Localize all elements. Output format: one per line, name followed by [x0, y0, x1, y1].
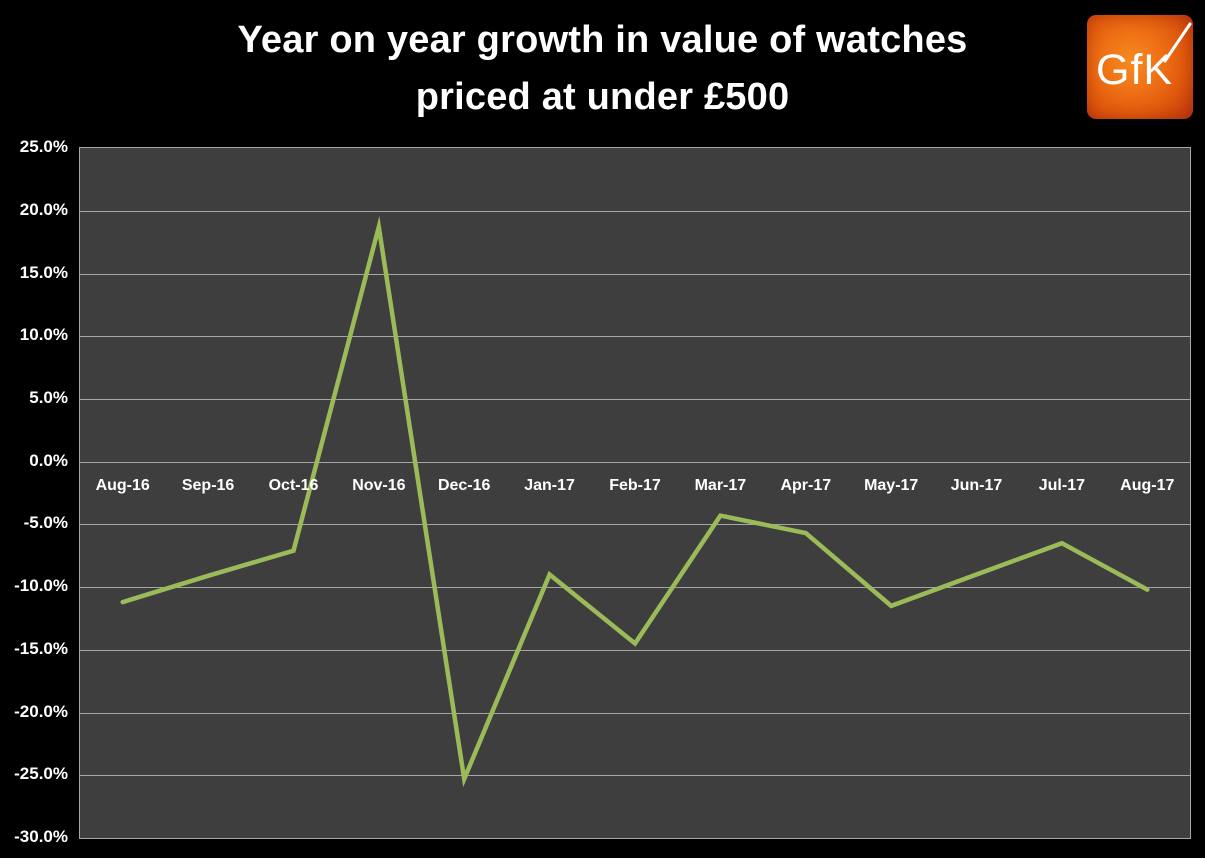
y-axis: 25.0% 20.0% 15.0% 10.0% 5.0% 0.0% -5.0% -10.0% -…: [0, 0, 73, 858]
y-tick-label: -5.0%: [23, 513, 68, 533]
x-axis: Aug-16 Sep-16 Oct-16 Nov-16 Dec-16 Jan-17 Feb-…: [80, 476, 1190, 498]
x-tick-label: Jun-17: [950, 476, 1003, 494]
gridline: [80, 273, 1190, 275]
x-tick-label: Dec-16: [437, 476, 491, 494]
y-tick-label: 25.0%: [19, 137, 68, 156]
y-tick-label: -30.0%: [14, 827, 68, 846]
x-tick-label: Feb-17: [609, 476, 661, 494]
growth-line-chart: [120, 215, 1150, 788]
x-tick-label: Aug-16: [95, 476, 150, 494]
x-tick-label: Oct-16: [268, 476, 319, 494]
series-line: [120, 215, 1150, 788]
y-tick-label: -20.0%: [14, 701, 68, 721]
chart-title: Year on year growth in value of watches …: [0, 12, 1205, 126]
x-tick-label: Mar-17: [694, 476, 747, 494]
x-tick-label: Sep-16: [181, 476, 235, 494]
gridline: [80, 461, 1190, 463]
gridline: [80, 398, 1190, 400]
x-tick-label: May-17: [864, 476, 919, 494]
x-tick-label: Nov-16: [352, 476, 406, 494]
gfk-logo: GfK: [1087, 15, 1193, 119]
x-tick-label: Apr-17: [780, 476, 832, 494]
y-tick-label: 10.0%: [19, 325, 68, 345]
x-tick-label: Jul-17: [1038, 476, 1085, 494]
x-tick-label: Aug-17: [1120, 476, 1175, 494]
y-tick-label: 5.0%: [29, 387, 68, 407]
y-tick-label: 0.0%: [29, 450, 68, 470]
gfk-logo-text: GfK: [1096, 46, 1174, 94]
chart-title-line-2: priced at under £500: [415, 76, 790, 118]
y-tick-label: 15.0%: [19, 262, 68, 282]
gridline: [80, 336, 1190, 338]
x-tick-label: Jan-17: [524, 476, 575, 494]
gridline: [80, 775, 1190, 777]
gridline: [80, 587, 1190, 589]
y-tick-label: -25.0%: [14, 764, 68, 784]
gridline: [80, 524, 1190, 526]
gridline: [80, 649, 1190, 651]
plot-area: Aug-16 Sep-16 Oct-16 Nov-16 Dec-16 Jan-17 Feb-…: [79, 147, 1191, 839]
y-tick-label: 20.0%: [19, 199, 68, 219]
chart-title-line-1: Year on year growth in value of watches: [237, 19, 968, 61]
gridline: [80, 712, 1190, 714]
gridline: [80, 210, 1190, 212]
y-tick-label: -15.0%: [14, 638, 68, 658]
y-tick-label: -10.0%: [14, 576, 68, 596]
logo-shine-icon: [1163, 22, 1192, 63]
